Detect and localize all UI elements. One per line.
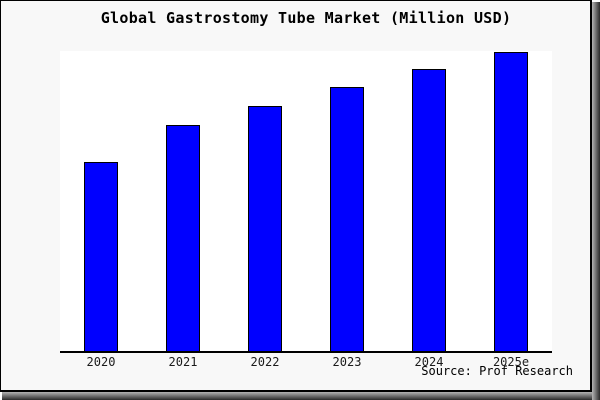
x-tick-label-2025e: 2025e [492,355,530,369]
x-tick-label-2020: 2020 [86,355,116,369]
frame-shadow-right [592,2,600,400]
plot-area [60,51,552,353]
bar-2021 [166,125,200,351]
bar-2025e [494,52,528,351]
bar-2022 [248,106,282,351]
bar-2024 [412,69,446,351]
chart-title: Global Gastrostomy Tube Market (Million … [100,9,512,27]
x-tick-label-2022: 2022 [250,355,280,369]
frame-shadow-bottom [2,392,592,400]
bar-2023 [330,87,364,351]
x-tick-label-2023: 2023 [332,355,362,369]
bar-2020 [84,162,118,351]
x-tick-label-2021: 2021 [168,355,198,369]
source-note: Source: Prof Research [421,364,573,378]
x-axis-tick-labels: 2020 2021 2022 2023 2024 2025e [60,355,552,369]
x-tick-label-2024: 2024 [414,355,444,369]
